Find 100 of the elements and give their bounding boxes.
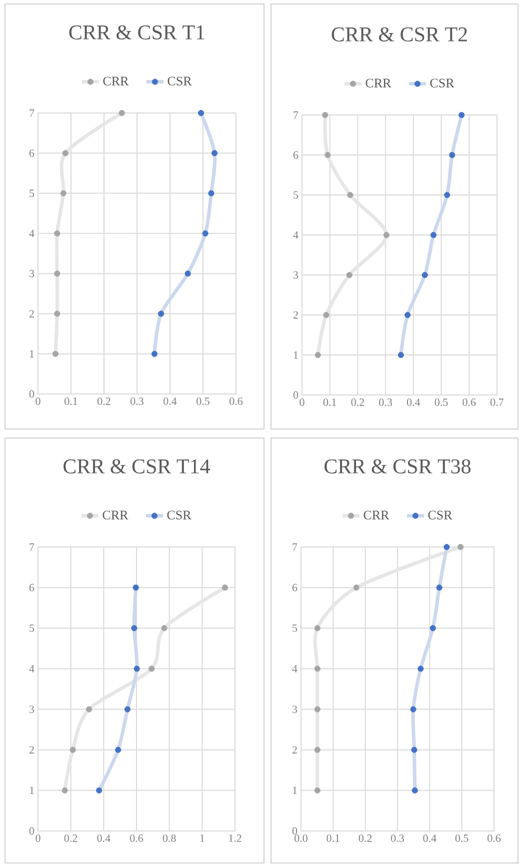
point bbox=[324, 152, 331, 158]
point bbox=[404, 312, 411, 318]
x-tick-label: 0 bbox=[36, 834, 40, 842]
y-tick-label: 4 bbox=[29, 230, 34, 238]
point bbox=[62, 787, 68, 794]
y-tick-label: 0 bbox=[29, 390, 34, 398]
point bbox=[411, 746, 418, 753]
y-tick-label: 1 bbox=[294, 351, 298, 359]
point bbox=[444, 544, 450, 550]
x-tick-label: 0.6 bbox=[230, 398, 243, 405]
y-tick-label: 2 bbox=[29, 746, 34, 754]
chart-title: CRR & CSR T14 bbox=[64, 459, 210, 474]
y-tick-label: 0 bbox=[293, 391, 298, 399]
point bbox=[54, 230, 60, 236]
point bbox=[86, 706, 92, 712]
point bbox=[314, 352, 321, 358]
x-tick-label: 0.4 bbox=[423, 834, 436, 842]
point bbox=[314, 787, 320, 794]
legend-label: CRR bbox=[103, 76, 129, 86]
point bbox=[398, 352, 404, 358]
x-tick-label: 0.4 bbox=[97, 834, 110, 842]
point bbox=[132, 584, 139, 591]
legend-label: CSR bbox=[430, 78, 454, 88]
y-tick-label: 0 bbox=[292, 827, 298, 835]
x-tick-label: 0.5 bbox=[434, 398, 448, 406]
x-tick-label: 0.3 bbox=[130, 398, 144, 405]
y-tick-label: 4 bbox=[293, 231, 298, 239]
y-tick-label: 3 bbox=[292, 706, 298, 713]
y-tick-label: 4 bbox=[29, 665, 34, 672]
point bbox=[422, 272, 428, 278]
y-tick-label: 5 bbox=[30, 624, 34, 632]
point bbox=[222, 584, 228, 591]
point bbox=[430, 625, 436, 632]
x-tick-label: 0.2 bbox=[358, 834, 372, 842]
x-tick-label: 0.7 bbox=[490, 398, 504, 406]
point bbox=[211, 150, 218, 156]
chart-title: CRR & CSR T1 bbox=[69, 25, 204, 40]
point bbox=[202, 230, 208, 236]
x-tick-label: 0.1 bbox=[64, 398, 78, 405]
point bbox=[158, 310, 164, 317]
y-tick-label: 2 bbox=[29, 310, 34, 318]
x-tick-label: 0 bbox=[300, 398, 304, 406]
point bbox=[383, 232, 390, 238]
x-tick-label: 0.4 bbox=[164, 398, 177, 405]
x-tick-label: 0.2 bbox=[351, 398, 364, 406]
legend-label: CRR bbox=[366, 78, 392, 88]
y-tick-label: 1 bbox=[292, 786, 297, 794]
x-tick-label: 0.2 bbox=[98, 398, 110, 405]
y-tick-label: 7 bbox=[30, 109, 34, 117]
x-tick-label: 0.0 bbox=[294, 834, 308, 842]
point bbox=[444, 192, 450, 198]
point bbox=[323, 312, 330, 318]
y-tick-label: 0 bbox=[29, 827, 34, 835]
y-tick-label: 7 bbox=[294, 111, 298, 119]
y-tick-label: 4 bbox=[292, 665, 298, 672]
point bbox=[208, 190, 214, 196]
point bbox=[458, 112, 465, 118]
x-tick-label: 0.4 bbox=[406, 398, 420, 406]
x-tick-label: 0.6 bbox=[130, 834, 144, 842]
y-tick-label: 2 bbox=[292, 746, 297, 754]
chart-title: CRR & CSR T38 bbox=[324, 459, 471, 474]
point bbox=[131, 625, 138, 632]
legend-label: CSR bbox=[167, 510, 192, 520]
y-tick-label: 3 bbox=[30, 706, 34, 713]
y-tick-label: 1 bbox=[30, 786, 34, 794]
point bbox=[457, 544, 464, 550]
point bbox=[124, 706, 131, 712]
point bbox=[62, 150, 68, 156]
y-tick-label: 6 bbox=[29, 584, 34, 592]
point bbox=[449, 152, 456, 158]
point bbox=[353, 584, 360, 591]
point bbox=[410, 706, 416, 712]
point bbox=[52, 350, 59, 357]
legend-label: CRR bbox=[102, 510, 128, 520]
y-tick-label: 5 bbox=[294, 191, 298, 199]
x-tick-label: 0 bbox=[36, 398, 40, 405]
point bbox=[54, 270, 60, 277]
x-tick-label: 0.3 bbox=[379, 398, 392, 406]
point bbox=[418, 666, 424, 672]
point bbox=[322, 112, 328, 118]
point bbox=[436, 584, 442, 591]
point bbox=[115, 746, 122, 753]
point bbox=[184, 270, 191, 277]
x-tick-label: 0.2 bbox=[64, 834, 78, 842]
point bbox=[54, 310, 60, 317]
x-tick-label: 1 bbox=[200, 834, 204, 842]
x-tick-label: 0.3 bbox=[391, 834, 404, 842]
legend-label: CRR bbox=[364, 510, 390, 520]
y-tick-label: 3 bbox=[30, 270, 34, 278]
point bbox=[346, 272, 352, 278]
y-tick-label: 5 bbox=[292, 624, 298, 632]
point bbox=[314, 666, 320, 672]
x-tick-label: 0.8 bbox=[162, 834, 176, 842]
point bbox=[347, 192, 354, 198]
y-tick-label: 6 bbox=[293, 151, 298, 159]
x-tick-label: 0.6 bbox=[462, 398, 476, 406]
legend-label: CSR bbox=[168, 76, 192, 86]
y-tick-label: 5 bbox=[30, 190, 34, 197]
point bbox=[151, 350, 158, 357]
legend-label: CSR bbox=[428, 510, 452, 520]
